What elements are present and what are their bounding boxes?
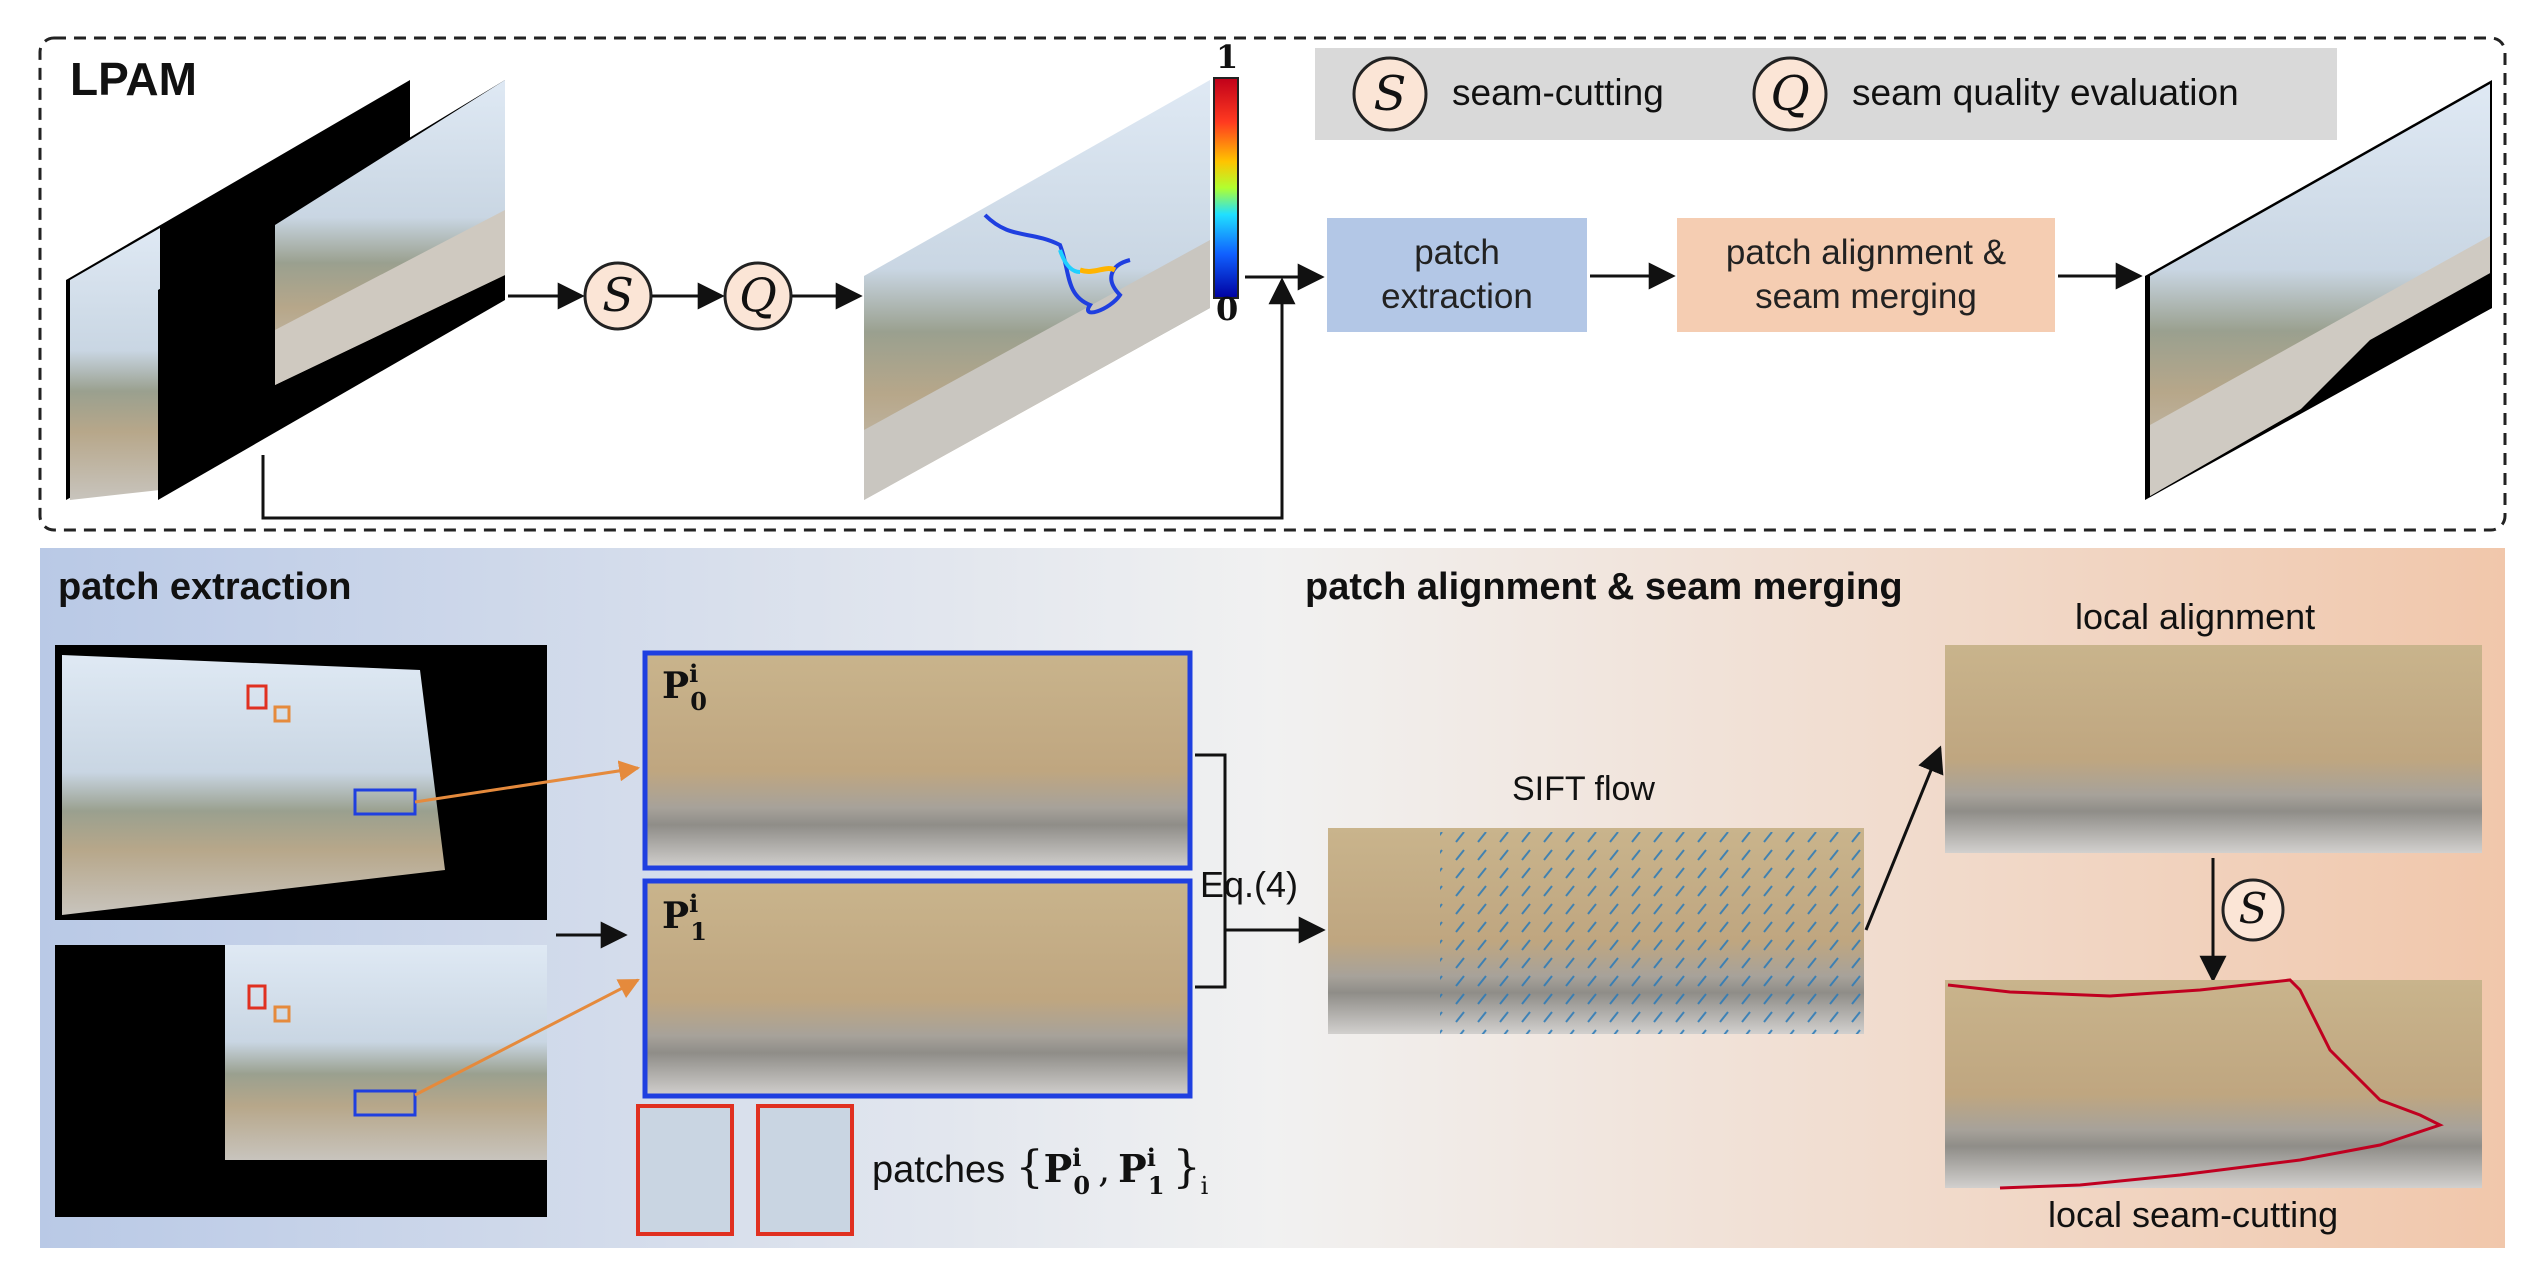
patch-alignment-text: patch alignment & seam merging [1677, 218, 2055, 332]
patch-extraction-text: patch extraction [1327, 218, 1587, 332]
legend-quality-label: seam quality evaluation [1852, 72, 2239, 113]
local-alignment-image [1945, 645, 2482, 853]
patch-p0-sup: i [689, 659, 699, 688]
legend-seam-label: seam-cutting [1452, 72, 1664, 113]
equation-label: Eq.(4) [1200, 864, 1299, 905]
patch-extraction-line2: extraction [1381, 277, 1533, 316]
source-image-1 [55, 945, 547, 1217]
patches-index: i [1200, 1172, 1209, 1200]
patches-p1-sub: 1 [1147, 1171, 1165, 1200]
input-image-stack [66, 80, 505, 500]
output-image [2145, 80, 2492, 500]
legend-seam-symbol: S [1373, 66, 1407, 122]
patches-caption: patches {Pi0, Pi1}i [872, 1142, 1208, 1200]
patch-p0-base: P [662, 665, 690, 707]
alignment-title: patch alignment & seam merging [1305, 566, 1903, 608]
patches-p0-sup: i [1072, 1143, 1082, 1172]
flow-quality-circle [723, 261, 793, 331]
local-seam-circle [2221, 878, 2285, 942]
source-image-0 [55, 645, 547, 920]
sift-flow-label: SIFT flow [1512, 770, 1655, 808]
flow-seam-symbol: S [602, 268, 634, 322]
patch-alignment-line1: patch alignment & [1725, 233, 2007, 272]
local-seam-symbol: S [2238, 884, 2268, 933]
patches-p1-sup: i [1146, 1143, 1156, 1172]
colorbar-min-label: 0 [1216, 290, 1239, 328]
patch-alignment-line2: seam merging [1755, 277, 1977, 316]
colorbar-max-label: 1 [1216, 38, 1239, 76]
arrow-orange-bottom [414, 978, 640, 1097]
flow-seam-cutting-circle [583, 261, 653, 331]
local-seam-label: local seam-cutting [2048, 1194, 2339, 1235]
patch-p0-label: Pi0 [662, 659, 715, 716]
sift-flow-vectors [1440, 832, 1864, 1034]
patches-brace-right: } [1172, 1142, 1201, 1193]
patches-p0-sub: 0 [1073, 1171, 1091, 1200]
patch-extraction-title: patch extraction [58, 566, 352, 608]
patch-p1-label: Pi1 [662, 889, 715, 946]
small-patch-0 [636, 1104, 734, 1236]
legend-quality-symbol: Q [1770, 66, 1810, 122]
patch-p1-base: P [662, 895, 690, 937]
patches-p0: P [1043, 1146, 1073, 1191]
patch-extraction-box [1327, 218, 1587, 332]
patches-comma: , [1098, 1147, 1111, 1191]
colorbar [1213, 77, 1239, 299]
patch-p0-image [642, 650, 1193, 871]
legend-quality-circle [1752, 56, 1828, 132]
seam-result-image [864, 80, 1210, 500]
patch-alignment-box [1677, 218, 2055, 332]
patches-brace-left: { [1015, 1142, 1044, 1193]
local-seam-image [1945, 980, 2482, 1188]
patch-extraction-line1: patch [1414, 233, 1500, 272]
lpam-title: LPAM [70, 53, 197, 105]
patch-p1-sup: i [689, 889, 699, 918]
patches-caption-word: patches [872, 1149, 1006, 1191]
flow-quality-symbol: Q [739, 268, 777, 322]
arrow-orange-top [414, 760, 641, 804]
patch-p1-sub: 1 [690, 917, 707, 946]
small-patch-1 [756, 1104, 854, 1236]
arrow-sift-to-alignment [1864, 745, 1944, 931]
bracket-eq [1195, 753, 1227, 989]
patches-p1: P [1118, 1146, 1147, 1191]
local-seam-line [1947, 978, 2444, 1190]
lpam-panel-border [38, 36, 2507, 532]
patch-p1-image [642, 878, 1193, 1099]
legend-seam-cutting-circle [1352, 56, 1428, 132]
arrow-feedback [261, 277, 1296, 520]
local-alignment-label: local alignment [2075, 596, 2316, 637]
patch-p0-sub: 0 [690, 687, 707, 716]
